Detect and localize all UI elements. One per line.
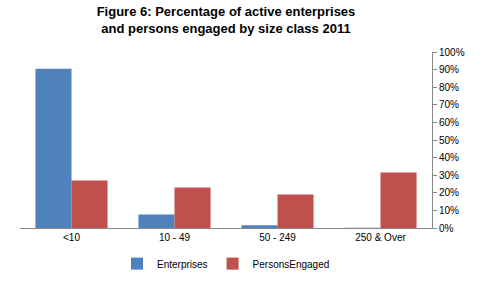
svg-text:Enterprises: Enterprises — [157, 259, 208, 270]
svg-text:50%: 50% — [439, 135, 459, 146]
svg-text:10%: 10% — [439, 205, 459, 216]
svg-text:0%: 0% — [439, 223, 454, 234]
svg-text:Figure 6: Percentage of active: Figure 6: Percentage of active enterpris… — [97, 4, 356, 36]
svg-text:30%: 30% — [439, 170, 459, 181]
svg-text:250 & Over: 250 & Over — [355, 232, 406, 243]
svg-text:90%: 90% — [439, 64, 459, 75]
svg-text:<10: <10 — [63, 232, 80, 243]
svg-text:80%: 80% — [439, 82, 459, 93]
svg-text:20%: 20% — [439, 187, 459, 198]
svg-text:60%: 60% — [439, 117, 459, 128]
svg-text:10 - 49: 10 - 49 — [159, 232, 191, 243]
svg-text:70%: 70% — [439, 99, 459, 110]
svg-text:PersonsEngaged: PersonsEngaged — [253, 259, 330, 270]
svg-text:50 - 249: 50 - 249 — [259, 232, 296, 243]
svg-text:100%: 100% — [439, 47, 465, 58]
svg-text:40%: 40% — [439, 152, 459, 163]
